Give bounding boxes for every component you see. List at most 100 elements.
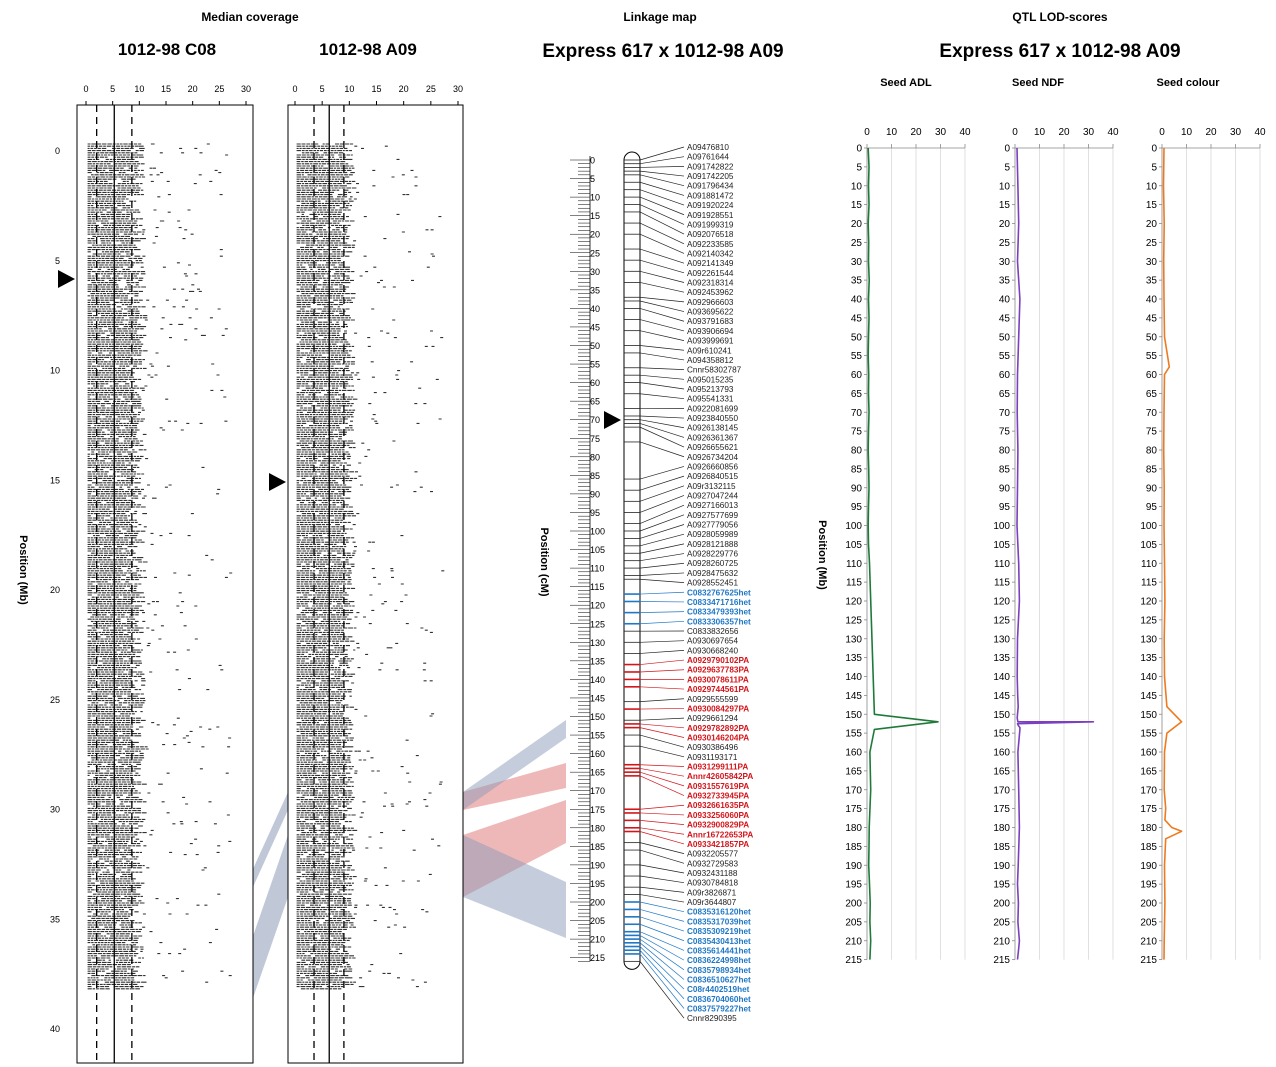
marker-label: A091928551 xyxy=(687,211,734,220)
coverage-y-tick: 25 xyxy=(50,695,60,705)
coverage-panel-title-c08: 1012-98 C08 xyxy=(118,40,216,59)
cm-tick-label: 195 xyxy=(590,879,605,889)
marker-label: A0932729583 xyxy=(687,859,738,868)
cm-tick-label: 90 xyxy=(590,489,600,499)
qtl-panel-2: 0 10 20 30 40 0 5 10 15 20 25 30 35 40 45 50 55 60 65 70 75 8… xyxy=(1140,127,1266,966)
qtl-y-tick: 100 xyxy=(845,521,862,532)
qtl-y-tick: 95 xyxy=(1146,502,1158,513)
coverage-x-tick: 0 xyxy=(83,84,88,94)
qtl-y-tick: 50 xyxy=(1146,332,1158,343)
marker-label: A095213793 xyxy=(687,385,734,394)
qtl-y-tick: 60 xyxy=(999,370,1011,381)
coverage-y-tick: 0 xyxy=(55,146,60,156)
qtl-y-tick: 210 xyxy=(993,936,1010,947)
marker-label: C0835614441het xyxy=(687,946,751,955)
marker-connector xyxy=(639,514,685,532)
lod-curve xyxy=(1162,147,1183,960)
qtl-y-tick: 185 xyxy=(993,842,1010,853)
marker-connector xyxy=(639,669,685,673)
qtl-x-tick: 20 xyxy=(910,127,922,138)
marker-connector xyxy=(639,591,685,595)
marker-label: A091920224 xyxy=(687,201,734,210)
marker-label: A0930668240 xyxy=(687,646,738,655)
qtl-y-tick: 10 xyxy=(999,181,1011,192)
marker-connector xyxy=(639,875,685,884)
qtl-y-tick: 165 xyxy=(1140,766,1157,777)
marker-label: A0928552451 xyxy=(687,579,738,588)
cm-tick-label: 55 xyxy=(590,360,600,370)
qtl-y-tick: 200 xyxy=(1140,899,1157,910)
cm-tick-label: 135 xyxy=(590,656,605,666)
marker-connector xyxy=(639,524,685,539)
cm-tick-label: 200 xyxy=(590,898,605,908)
qtl-y-tick: 130 xyxy=(845,634,862,645)
qtl-y-tick: 80 xyxy=(851,446,863,457)
cm-tick-label: 60 xyxy=(590,378,600,388)
marker-connector xyxy=(639,864,685,874)
qtl-y-tick: 0 xyxy=(1004,144,1010,155)
cm-tick-label: 140 xyxy=(590,675,605,685)
qtl-y-tick: 85 xyxy=(851,464,863,475)
marker-label: A0926655621 xyxy=(687,443,738,452)
marker-label: A094358812 xyxy=(687,356,734,365)
marker-label: C0833471716het xyxy=(687,598,751,607)
marker-connector xyxy=(639,330,685,341)
qtl-y-tick: 90 xyxy=(851,483,863,494)
qtl-panel-0: 0 10 20 30 40 0 5 10 15 20 25 30 35 40 45 50 55 60 65 70 75 8… xyxy=(845,127,971,966)
marker-connector xyxy=(639,745,685,758)
marker-label: A0931557619PA xyxy=(687,782,749,791)
qtl-y-tick: 160 xyxy=(993,748,1010,759)
qtl-y-tick: 155 xyxy=(1140,729,1157,740)
marker-connector xyxy=(639,319,685,332)
marker-label: C0833306357het xyxy=(687,617,751,626)
marker-label: A095015235 xyxy=(687,375,734,384)
marker-connector xyxy=(639,282,685,293)
qtl-y-tick: 35 xyxy=(1146,276,1158,287)
marker-connector xyxy=(639,189,685,206)
cm-tick-label: 50 xyxy=(590,341,600,351)
marker-connector xyxy=(639,961,685,1019)
marker-label: A0932205577 xyxy=(687,850,738,859)
qtl-y-tick: 120 xyxy=(845,597,862,608)
qtl-y-tick: 90 xyxy=(1146,483,1158,494)
qtl-y-tick: 135 xyxy=(993,653,1010,664)
qtl-y-tick: 35 xyxy=(999,276,1011,287)
marker-label: Cnnr58302787 xyxy=(687,366,742,375)
cm-tick-label: 15 xyxy=(590,211,600,221)
marker-connector xyxy=(639,415,685,419)
qtl-y-tick: 105 xyxy=(1140,540,1157,551)
marker-label: A0926660856 xyxy=(687,462,738,471)
qtl-y-tick: 45 xyxy=(851,313,863,324)
marker-label: A095541331 xyxy=(687,395,734,404)
marker-label: A0933421857PA xyxy=(687,840,749,849)
marker-label: C0835316120het xyxy=(687,908,751,917)
cm-tick-label: 110 xyxy=(590,564,604,574)
qtl-y-tick: 150 xyxy=(1140,710,1157,721)
marker-label: A0933256060PA xyxy=(687,811,749,820)
marker-label: A0930078611PA xyxy=(687,675,749,684)
qtl-y-tick: 155 xyxy=(845,729,862,740)
marker-connector xyxy=(639,949,685,1000)
qtl-y-tick: 70 xyxy=(851,408,863,419)
qtl-y-tick: 5 xyxy=(1151,162,1157,173)
coverage-x-tick: 5 xyxy=(320,84,325,94)
marker-connector xyxy=(639,181,685,196)
qtl-y-tick: 185 xyxy=(845,842,862,853)
marker-label: A0928121888 xyxy=(687,540,738,549)
qtl-y-tick: 190 xyxy=(1140,861,1157,872)
qtl-x-tick: 20 xyxy=(1205,127,1217,138)
coverage-x-tick: 0 xyxy=(292,84,297,94)
marker-label: A0923840550 xyxy=(687,414,738,423)
synteny-link-pink xyxy=(463,763,566,810)
qtl-y-tick: 140 xyxy=(1140,672,1157,683)
qtl-title: Express 617 x 1012-98 A09 xyxy=(939,41,1180,62)
marker-connector xyxy=(639,419,685,429)
qtl-y-tick: 10 xyxy=(1146,181,1158,192)
marker-label: A0927577699 xyxy=(687,511,738,520)
arrow-marker-linkage xyxy=(604,411,621,429)
marker-label: A09r3644807 xyxy=(687,898,737,907)
coverage-x-tick: 10 xyxy=(344,84,354,94)
marker-connector xyxy=(639,233,685,254)
qtl-y-tick: 215 xyxy=(845,955,862,966)
marker-label: A0929555599 xyxy=(687,695,738,704)
